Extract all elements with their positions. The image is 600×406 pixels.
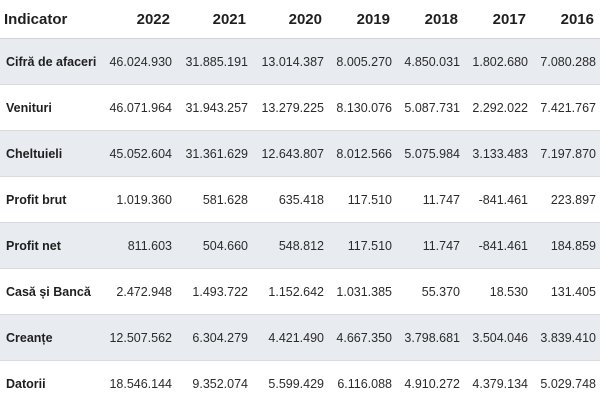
row-label: Profit brut — [0, 177, 100, 223]
table-cell-value: -841.461 — [464, 223, 532, 269]
table-cell-value: 1.152.642 — [252, 269, 328, 315]
table-cell-value: 5.075.984 — [396, 131, 464, 177]
header-year: 2020 — [252, 0, 328, 39]
header-year: 2016 — [532, 0, 600, 39]
row-label: Creanțe — [0, 315, 100, 361]
row-label: Profit net — [0, 223, 100, 269]
table-cell-value: 4.850.031 — [396, 39, 464, 85]
header-year: 2017 — [464, 0, 532, 39]
table-cell-value: 46.071.964 — [100, 85, 176, 131]
table-cell-value: 18.530 — [464, 269, 532, 315]
table-cell-value: 504.660 — [176, 223, 252, 269]
table-cell-value: 11.747 — [396, 177, 464, 223]
table-cell-value: 7.421.767 — [532, 85, 600, 131]
table-cell-value: 6.116.088 — [328, 361, 396, 406]
table-cell-value: 5.087.731 — [396, 85, 464, 131]
header-year: 2019 — [328, 0, 396, 39]
table-cell-value: 2.472.948 — [100, 269, 176, 315]
table-cell-value: 1.019.360 — [100, 177, 176, 223]
header-year: 2021 — [176, 0, 252, 39]
table-cell-value: 635.418 — [252, 177, 328, 223]
table-cell-value: 1.493.722 — [176, 269, 252, 315]
table-cell-value: 184.859 — [532, 223, 600, 269]
table-cell-value: 11.747 — [396, 223, 464, 269]
table-cell-value: 131.405 — [532, 269, 600, 315]
row-label: Cifră de afaceri — [0, 39, 100, 85]
table-cell-value: 31.361.629 — [176, 131, 252, 177]
table-cell-value: 1.802.680 — [464, 39, 532, 85]
table-cell-value: 12.643.807 — [252, 131, 328, 177]
table-cell-value: 3.504.046 — [464, 315, 532, 361]
table-cell-value: 45.052.604 — [100, 131, 176, 177]
header-year: 2022 — [100, 0, 176, 39]
row-label: Datorii — [0, 361, 100, 406]
table-cell-value: 223.897 — [532, 177, 600, 223]
table-cell-value: -841.461 — [464, 177, 532, 223]
table-cell-value: 2.292.022 — [464, 85, 532, 131]
table-cell-value: 46.024.930 — [100, 39, 176, 85]
table-cell-value: 3.133.483 — [464, 131, 532, 177]
table-cell-value: 13.279.225 — [252, 85, 328, 131]
table-cell-value: 548.812 — [252, 223, 328, 269]
table-cell-value: 31.943.257 — [176, 85, 252, 131]
table-cell-value: 8.130.076 — [328, 85, 396, 131]
table-cell-value: 7.197.870 — [532, 131, 600, 177]
table-cell-value: 581.628 — [176, 177, 252, 223]
table-cell-value: 5.029.748 — [532, 361, 600, 406]
table-header-row: Indicator 2022 2021 2020 2019 2018 2017 … — [0, 0, 600, 39]
table-cell-value: 6.304.279 — [176, 315, 252, 361]
table-cell-value: 4.910.272 — [396, 361, 464, 406]
table-cell-value: 31.885.191 — [176, 39, 252, 85]
row-label: Venituri — [0, 85, 100, 131]
table-cell-value: 8.005.270 — [328, 39, 396, 85]
table-cell-value: 3.839.410 — [532, 315, 600, 361]
table-cell-value: 7.080.288 — [532, 39, 600, 85]
table-cell-value: 117.510 — [328, 177, 396, 223]
table-cell-value: 8.012.566 — [328, 131, 396, 177]
table-cell-value: 55.370 — [396, 269, 464, 315]
table-cell-value: 4.421.490 — [252, 315, 328, 361]
table-cell-value: 117.510 — [328, 223, 396, 269]
header-year: 2018 — [396, 0, 464, 39]
table-cell-value: 811.603 — [100, 223, 176, 269]
table-cell-value: 12.507.562 — [100, 315, 176, 361]
table-cell-value: 1.031.385 — [328, 269, 396, 315]
header-indicator: Indicator — [0, 0, 100, 39]
table-cell-value: 4.379.134 — [464, 361, 532, 406]
row-label: Casă și Bancă — [0, 269, 100, 315]
table-cell-value: 18.546.144 — [100, 361, 176, 406]
table-cell-value: 3.798.681 — [396, 315, 464, 361]
table-cell-value: 13.014.387 — [252, 39, 328, 85]
table-cell-value: 4.667.350 — [328, 315, 396, 361]
table-cell-value: 5.599.429 — [252, 361, 328, 406]
table-cell-value: 9.352.074 — [176, 361, 252, 406]
row-label: Cheltuieli — [0, 131, 100, 177]
